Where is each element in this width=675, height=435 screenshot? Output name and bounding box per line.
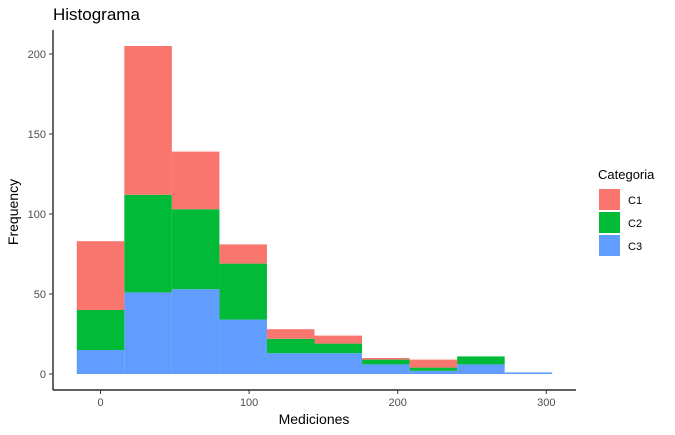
legend-items: C1 C2 C3 — [599, 189, 642, 256]
y-axis-ticks: 0 50 100 150 200 — [28, 49, 53, 381]
y-tick-label: 200 — [28, 49, 46, 61]
bar-c2-bin-3 — [219, 263, 267, 320]
y-tick-label: 0 — [40, 369, 46, 381]
bar-c3-bin-4 — [266, 353, 315, 374]
bar-c2-bin-0 — [76, 310, 125, 350]
bar-c2-bin-6 — [362, 359, 410, 365]
bar-c3-bin-3 — [219, 319, 267, 374]
bar-c1-bin-0 — [76, 241, 125, 310]
x-tick-label: 300 — [537, 397, 555, 409]
legend-swatch-c3 — [599, 235, 620, 256]
bar-c1-bin-2 — [171, 151, 220, 210]
bar-c2-bin-8 — [457, 356, 505, 365]
bar-c3-bin-7 — [409, 370, 458, 374]
bar-c2-bin-1 — [124, 194, 172, 293]
x-axis-title: Mediciones — [279, 411, 350, 427]
y-tick-label: 50 — [34, 289, 46, 301]
bar-c1-bin-6 — [362, 358, 410, 360]
bar-c1-bin-1 — [124, 46, 172, 195]
bar-c1-bin-3 — [219, 244, 267, 264]
x-tick-label: 0 — [97, 397, 103, 409]
chart-title: Histograma — [53, 5, 140, 24]
bar-c3-bin-5 — [314, 353, 363, 374]
bar-c2-bin-4 — [266, 338, 315, 354]
bar-c3-bin-9 — [504, 372, 553, 374]
x-axis-ticks: 0 100 200 300 — [97, 390, 555, 409]
bar-c3-bin-8 — [457, 364, 505, 374]
legend-label-c2: C2 — [628, 218, 642, 230]
bar-c2-bin-5 — [314, 343, 363, 354]
y-axis-title: Frequency — [5, 179, 21, 245]
x-tick-label: 200 — [389, 397, 407, 409]
legend-swatch-c2 — [599, 212, 620, 233]
legend-swatch-c1 — [599, 189, 620, 210]
bar-c1-bin-7 — [409, 359, 458, 368]
bar-c1-bin-4 — [266, 329, 315, 339]
y-tick-label: 100 — [28, 209, 46, 221]
bar-c3-bin-0 — [76, 350, 125, 374]
legend: Categoria C1 C2 C3 — [598, 167, 655, 256]
bars-layer — [76, 46, 553, 374]
legend-title: Categoria — [598, 167, 655, 182]
bar-c3-bin-6 — [362, 364, 410, 374]
bar-c2-bin-7 — [409, 367, 458, 371]
x-tick-label: 100 — [240, 397, 258, 409]
bar-c3-bin-1 — [124, 292, 172, 374]
legend-label-c1: C1 — [628, 195, 642, 207]
bar-c1-bin-5 — [314, 335, 363, 344]
bar-c2-bin-2 — [171, 209, 220, 290]
legend-label-c3: C3 — [628, 241, 642, 253]
y-tick-label: 150 — [28, 129, 46, 141]
bar-c3-bin-2 — [171, 289, 220, 374]
